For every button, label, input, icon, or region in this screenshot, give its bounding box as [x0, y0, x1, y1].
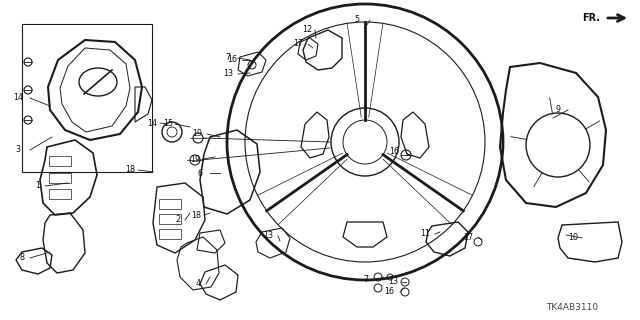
- Text: 14: 14: [147, 118, 157, 127]
- Text: 18: 18: [191, 211, 201, 220]
- Text: 11: 11: [420, 229, 430, 238]
- Text: 16: 16: [227, 55, 237, 65]
- Text: 7: 7: [225, 53, 230, 62]
- Text: 17: 17: [463, 233, 473, 242]
- Text: 19: 19: [190, 155, 200, 164]
- Text: 15: 15: [163, 119, 173, 129]
- Text: 17: 17: [293, 39, 303, 49]
- Text: TK4AB3110: TK4AB3110: [546, 303, 598, 312]
- Text: 14: 14: [13, 93, 23, 102]
- Text: 1: 1: [35, 181, 40, 190]
- Bar: [22, 24, 152, 172]
- Bar: [159, 214, 181, 224]
- Text: 18: 18: [125, 165, 135, 174]
- Text: 4: 4: [195, 279, 200, 289]
- Bar: [49, 173, 71, 183]
- Text: 9: 9: [556, 106, 561, 115]
- Text: 16: 16: [389, 148, 399, 156]
- Text: 13: 13: [223, 69, 233, 78]
- Text: 16: 16: [384, 287, 394, 297]
- Text: 13: 13: [263, 231, 273, 241]
- Text: 6: 6: [198, 169, 202, 178]
- Bar: [159, 229, 181, 239]
- Text: 13: 13: [388, 277, 398, 286]
- Text: 7: 7: [364, 276, 369, 284]
- Bar: [159, 199, 181, 209]
- Text: 8: 8: [19, 253, 24, 262]
- Text: 5: 5: [355, 15, 360, 25]
- Text: 12: 12: [302, 26, 312, 35]
- Bar: [49, 156, 71, 166]
- Text: FR.: FR.: [582, 13, 600, 23]
- Text: 2: 2: [175, 215, 180, 225]
- Text: 3: 3: [15, 146, 20, 155]
- Text: 10: 10: [568, 234, 578, 243]
- Text: 19: 19: [192, 130, 202, 139]
- Bar: [49, 189, 71, 199]
